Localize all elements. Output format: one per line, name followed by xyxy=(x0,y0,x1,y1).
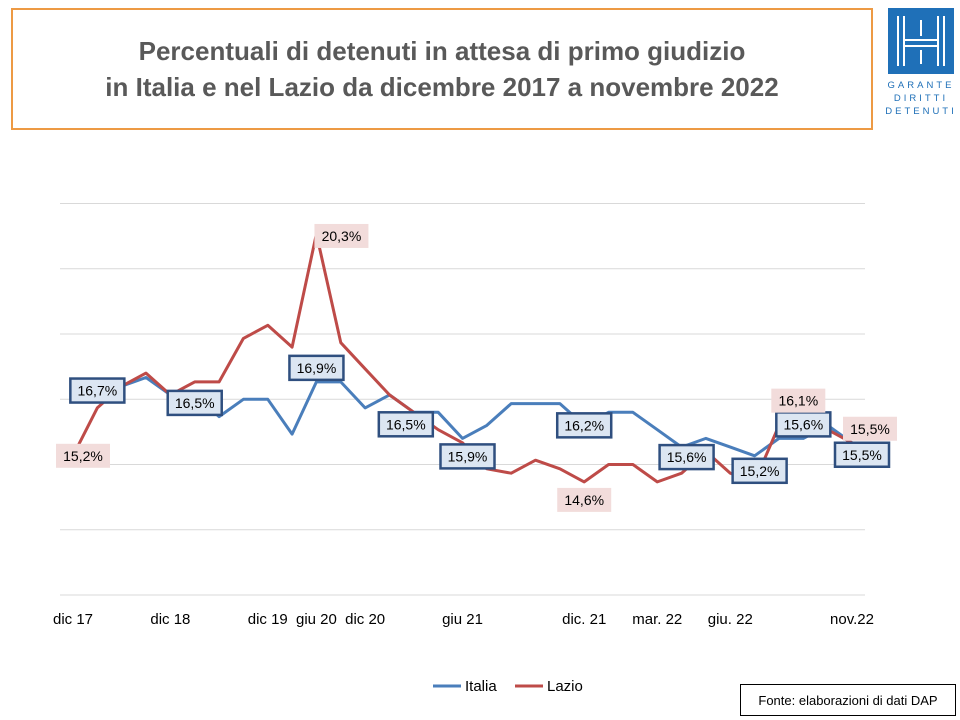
data-label-lazio: 16,1% xyxy=(771,388,826,413)
data-label-italia: 16,5% xyxy=(377,411,435,438)
data-label-lazio: 20,3% xyxy=(314,223,369,248)
data-label-text: 15,5% xyxy=(842,447,882,463)
data-label-italia: 16,5% xyxy=(166,389,223,417)
data-label-text: 15,9% xyxy=(448,448,488,464)
data-label-lazio: 14,6% xyxy=(557,487,612,512)
logo-text-1: GARANTE xyxy=(888,80,955,91)
legend: Italia Lazio xyxy=(433,678,583,695)
data-label-text: 16,1% xyxy=(778,393,818,409)
series-line-lazio xyxy=(71,232,853,484)
x-tick-label: dic 19 xyxy=(248,611,288,628)
data-label-text: 14,6% xyxy=(564,492,604,508)
data-label-italia: 15,2% xyxy=(731,457,788,485)
x-tick-label: dic 17 xyxy=(53,611,93,628)
data-label-text: 15,6% xyxy=(783,416,823,432)
x-tick-label: giu 20 xyxy=(296,611,337,628)
x-tick-label: giu. 22 xyxy=(708,611,753,628)
data-label-text: 16,5% xyxy=(386,416,426,432)
data-label-text: 20,3% xyxy=(322,228,362,244)
x-tick-label: mar. 22 xyxy=(632,611,682,628)
data-label-italia: 15,6% xyxy=(658,443,715,471)
x-tick-label: giu 21 xyxy=(442,611,483,628)
data-label-italia: 15,9% xyxy=(439,443,496,470)
data-label-italia: 15,5% xyxy=(833,441,891,468)
data-label-italia: 15,6% xyxy=(775,411,832,438)
data-label-italia: 16,9% xyxy=(288,354,345,382)
data-label-text: 16,7% xyxy=(77,383,117,399)
data-label-italia: 16,2% xyxy=(555,412,613,439)
data-label-text: 16,2% xyxy=(564,417,604,433)
data-labels: 16,7% 16,5% 16,9% 16,5% 15,9% 16,2% 15,6% 15,2%… xyxy=(56,223,897,512)
chart-title-line-2: in Italia e nel Lazio da dicembre 2017 a… xyxy=(105,72,779,102)
x-tick-label: nov.22 xyxy=(830,611,874,628)
x-tick-label: dic. 21 xyxy=(562,611,606,628)
logo-text-3: DETENUTI xyxy=(885,106,957,117)
logo-text-2: DIRITTI xyxy=(894,93,948,104)
data-label-text: 16,5% xyxy=(175,395,215,411)
x-tick-labels: dic 17 dic 18 dic 19 giu 20 dic 20 giu 21 dic.… xyxy=(53,611,874,628)
legend-label-lazio: Lazio xyxy=(547,678,583,695)
source-note: Fonte: elaborazioni di dati DAP xyxy=(740,684,956,716)
data-label-text: 15,2% xyxy=(740,463,780,479)
data-label-text: 16,9% xyxy=(297,360,337,376)
chart-title-line-1: Percentuali di detenuti in attesa di pri… xyxy=(138,36,746,66)
data-label-text: 15,6% xyxy=(667,449,707,465)
legend-label-italia: Italia xyxy=(465,678,497,695)
garante-logo: GARANTE DIRITTI DETENUTI xyxy=(885,8,957,117)
data-label-lazio: 15,2% xyxy=(56,443,110,468)
chart-title-box: Percentuali di detenuti in attesa di pri… xyxy=(11,8,873,130)
x-tick-label: dic 18 xyxy=(150,611,190,628)
data-label-italia: 16,7% xyxy=(69,377,126,404)
data-label-text: 15,5% xyxy=(850,421,890,437)
data-label-lazio: 15,5% xyxy=(843,416,897,441)
x-tick-label: dic 20 xyxy=(345,611,385,628)
data-label-text: 15,2% xyxy=(63,448,103,464)
